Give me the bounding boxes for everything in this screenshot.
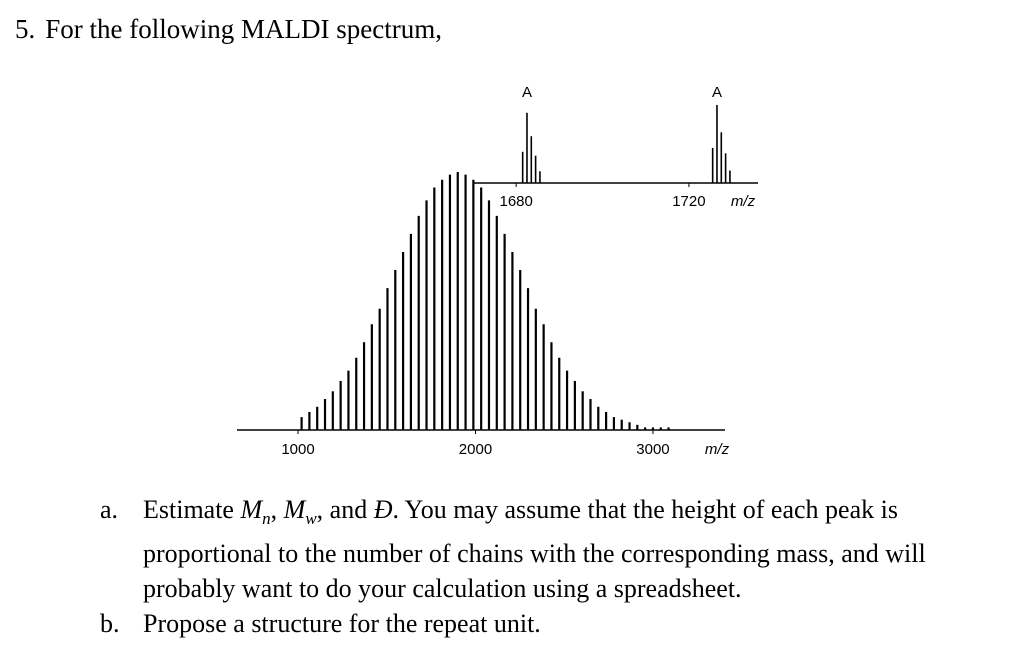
x-tick-label: 2000: [459, 441, 492, 458]
annotation: A: [712, 84, 722, 101]
symbol: Mn: [240, 495, 270, 528]
text: . You may assume that the height of each…: [143, 495, 926, 604]
question-text: For the following MALDI spectrum,: [45, 14, 442, 44]
item-label: b.: [100, 609, 120, 639]
text: Estimate: [143, 495, 241, 524]
text: , and: [316, 495, 374, 524]
text: ,: [270, 495, 284, 524]
x-tick-label: 1000: [281, 441, 314, 458]
x-tick-label: 1720: [672, 193, 705, 210]
symbol: Mw: [283, 495, 317, 528]
item-label: a.: [100, 495, 119, 524]
question: 5. For the following MALDI spectrum,: [15, 14, 452, 45]
item: a. Estimate Mn, Mw, and Đ. You may assum…: [100, 492, 1000, 606]
annotation: A: [522, 84, 532, 101]
x-axis-label: m/z: [705, 441, 730, 458]
item-text: Estimate Mn, Mw, and Đ. You may assume t…: [143, 492, 1000, 606]
question-number: 5.: [15, 14, 36, 44]
text: M: [240, 495, 263, 524]
text: M: [283, 495, 306, 524]
subscript: n: [262, 509, 271, 529]
x-tick-label: 1680: [499, 193, 532, 210]
items: a. Estimate Mn, Mw, and Đ. You may assum…: [100, 492, 1000, 641]
symbol: Đ: [373, 495, 393, 524]
x-axis-label: m/z: [731, 193, 756, 210]
item: b. Propose a structure for the repeat un…: [100, 606, 1000, 641]
x-tick-label: 3000: [636, 441, 669, 458]
item-text: Propose a structure for the repeat unit.: [143, 609, 541, 639]
subscript: w: [305, 509, 317, 529]
